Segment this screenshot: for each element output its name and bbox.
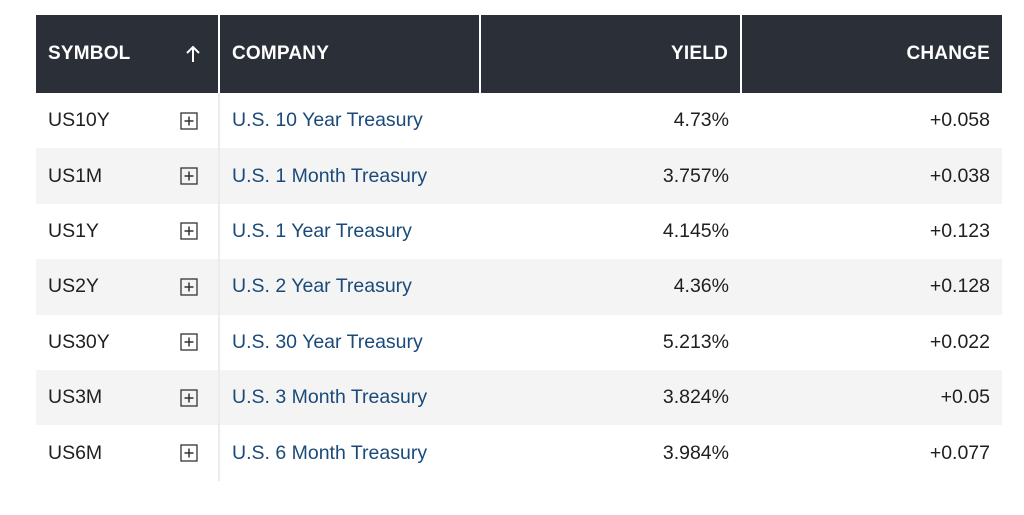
yield-cell: 3.824% — [480, 369, 741, 426]
symbol-cell: US1M — [36, 148, 219, 204]
header-row: SYMBOL COMPANY YIELD CHANGE — [36, 15, 1002, 93]
symbol-cell: US6M — [36, 425, 219, 481]
plus-box-icon[interactable] — [180, 112, 198, 130]
symbol-text: US2Y — [48, 275, 99, 298]
quotes-table: SYMBOL COMPANY YIELD CHANGE — [36, 15, 1002, 481]
arrow-up-icon[interactable] — [182, 43, 204, 65]
company-link[interactable]: U.S. 6 Month Treasury — [232, 441, 428, 464]
yield-cell: 5.213% — [480, 314, 741, 370]
table-row: US1M U.S. 1 Month Treasury 3.757% +0.038 — [36, 148, 1002, 204]
table-row: US30Y U.S. 30 Year Treasury 5.213% +0.022 — [36, 314, 1002, 370]
change-cell: +0.128 — [741, 259, 1002, 315]
company-cell: U.S. 1 Year Treasury — [218, 203, 480, 260]
symbol-cell: US10Y — [36, 93, 219, 149]
symbol-text: US1M — [48, 164, 103, 187]
symbol-text: US10Y — [48, 109, 110, 132]
yield-cell: 4.145% — [480, 203, 741, 260]
company-link[interactable]: U.S. 30 Year Treasury — [232, 330, 423, 353]
column-header-company-label: COMPANY — [232, 43, 330, 64]
column-header-company[interactable]: COMPANY — [218, 15, 480, 93]
company-link[interactable]: U.S. 1 Year Treasury — [232, 219, 412, 242]
column-header-yield-label: YIELD — [671, 43, 728, 64]
plus-box-icon[interactable] — [180, 444, 198, 462]
plus-box-icon[interactable] — [180, 278, 198, 296]
change-cell: +0.05 — [741, 369, 1002, 426]
symbol-text: US30Y — [48, 330, 110, 353]
symbol-text: US3M — [48, 386, 103, 409]
column-header-yield[interactable]: YIELD — [479, 15, 741, 93]
company-link[interactable]: U.S. 3 Month Treasury — [232, 386, 428, 409]
company-link[interactable]: U.S. 10 Year Treasury — [232, 109, 423, 132]
yield-cell: 4.73% — [480, 93, 741, 149]
company-cell: U.S. 2 Year Treasury — [218, 259, 480, 315]
table-row: US1Y U.S. 1 Year Treasury 4.145% +0.123 — [36, 203, 1002, 260]
change-cell: +0.022 — [741, 314, 1002, 370]
company-link[interactable]: U.S. 1 Month Treasury — [232, 164, 428, 187]
yield-cell: 3.757% — [480, 148, 741, 204]
company-cell: U.S. 10 Year Treasury — [218, 93, 480, 149]
symbol-cell: US3M — [36, 369, 219, 426]
change-cell: +0.058 — [741, 93, 1002, 149]
symbol-text: US6M — [48, 441, 103, 464]
table-body: US10Y U.S. 10 Year Treasury 4.73% +0.058 US1… — [36, 93, 1002, 481]
yield-cell: 4.36% — [480, 259, 741, 315]
change-cell: +0.077 — [741, 425, 1002, 481]
table-row: US6M U.S. 6 Month Treasury 3.984% +0.077 — [36, 425, 1002, 481]
company-cell: U.S. 1 Month Treasury — [218, 148, 480, 204]
plus-box-icon[interactable] — [180, 222, 198, 241]
company-cell: U.S. 3 Month Treasury — [218, 369, 480, 426]
table-row: US3M U.S. 3 Month Treasury 3.824% +0.05 — [36, 369, 1002, 426]
change-cell: +0.038 — [741, 148, 1002, 204]
symbol-text: US1Y — [48, 219, 99, 242]
company-link[interactable]: U.S. 2 Year Treasury — [232, 275, 412, 298]
symbol-cell: US2Y — [36, 259, 219, 315]
plus-box-icon[interactable] — [180, 167, 198, 185]
symbol-cell: US1Y — [36, 203, 219, 260]
column-header-symbol[interactable]: SYMBOL — [36, 15, 219, 93]
yield-cell: 3.984% — [480, 425, 741, 481]
company-cell: U.S. 6 Month Treasury — [218, 425, 480, 481]
table-row: US2Y U.S. 2 Year Treasury 4.36% +0.128 — [36, 259, 1002, 315]
plus-box-icon[interactable] — [180, 388, 198, 407]
column-header-change-label: CHANGE — [906, 43, 990, 64]
table-row: US10Y U.S. 10 Year Treasury 4.73% +0.058 — [36, 93, 1002, 149]
symbol-cell: US30Y — [36, 314, 219, 370]
plus-box-icon[interactable] — [180, 333, 198, 351]
column-header-change[interactable]: CHANGE — [740, 15, 1002, 93]
change-cell: +0.123 — [741, 203, 1002, 260]
column-header-symbol-label: SYMBOL — [48, 43, 131, 64]
table-header: SYMBOL COMPANY YIELD CHANGE — [36, 15, 1002, 93]
company-cell: U.S. 30 Year Treasury — [218, 314, 480, 370]
